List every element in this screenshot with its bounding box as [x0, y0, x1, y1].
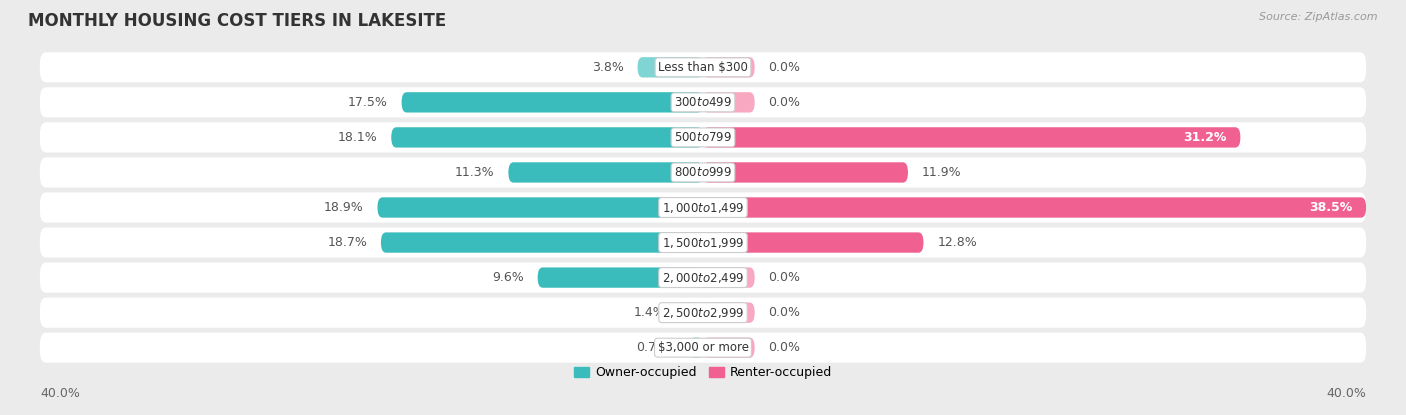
FancyBboxPatch shape — [703, 303, 755, 323]
Text: 0.0%: 0.0% — [769, 341, 800, 354]
FancyBboxPatch shape — [703, 92, 755, 112]
FancyBboxPatch shape — [402, 92, 703, 112]
Text: Source: ZipAtlas.com: Source: ZipAtlas.com — [1260, 12, 1378, 22]
Text: 31.2%: 31.2% — [1184, 131, 1226, 144]
Text: $2,000 to $2,499: $2,000 to $2,499 — [662, 271, 744, 285]
FancyBboxPatch shape — [39, 122, 1367, 152]
FancyBboxPatch shape — [703, 267, 755, 288]
Text: 40.0%: 40.0% — [1326, 387, 1367, 400]
FancyBboxPatch shape — [39, 227, 1367, 258]
Text: $500 to $799: $500 to $799 — [673, 131, 733, 144]
Text: 0.0%: 0.0% — [769, 61, 800, 74]
FancyBboxPatch shape — [39, 298, 1367, 328]
Text: 0.0%: 0.0% — [769, 306, 800, 319]
Text: 0.0%: 0.0% — [769, 271, 800, 284]
Text: 1.4%: 1.4% — [633, 306, 665, 319]
Text: 11.3%: 11.3% — [456, 166, 495, 179]
Text: 17.5%: 17.5% — [347, 96, 388, 109]
FancyBboxPatch shape — [377, 198, 703, 217]
FancyBboxPatch shape — [679, 303, 703, 323]
Text: 18.7%: 18.7% — [328, 236, 367, 249]
FancyBboxPatch shape — [381, 232, 703, 253]
Text: 18.9%: 18.9% — [323, 201, 364, 214]
FancyBboxPatch shape — [39, 263, 1367, 293]
FancyBboxPatch shape — [703, 337, 755, 358]
FancyBboxPatch shape — [39, 157, 1367, 188]
Text: 3.8%: 3.8% — [592, 61, 624, 74]
Text: $1,000 to $1,499: $1,000 to $1,499 — [662, 200, 744, 215]
Text: 0.0%: 0.0% — [769, 96, 800, 109]
Text: 38.5%: 38.5% — [1309, 201, 1353, 214]
FancyBboxPatch shape — [637, 57, 703, 78]
Text: $800 to $999: $800 to $999 — [673, 166, 733, 179]
FancyBboxPatch shape — [39, 193, 1367, 222]
FancyBboxPatch shape — [703, 127, 1240, 148]
Text: $2,500 to $2,999: $2,500 to $2,999 — [662, 305, 744, 320]
Text: 40.0%: 40.0% — [39, 387, 80, 400]
Text: 18.1%: 18.1% — [337, 131, 377, 144]
Text: MONTHLY HOUSING COST TIERS IN LAKESITE: MONTHLY HOUSING COST TIERS IN LAKESITE — [28, 12, 446, 30]
FancyBboxPatch shape — [39, 332, 1367, 363]
Text: $1,500 to $1,999: $1,500 to $1,999 — [662, 236, 744, 249]
FancyBboxPatch shape — [391, 127, 703, 148]
FancyBboxPatch shape — [537, 267, 703, 288]
FancyBboxPatch shape — [703, 198, 1367, 217]
FancyBboxPatch shape — [39, 87, 1367, 117]
FancyBboxPatch shape — [703, 232, 924, 253]
FancyBboxPatch shape — [509, 162, 703, 183]
Legend: Owner-occupied, Renter-occupied: Owner-occupied, Renter-occupied — [568, 361, 838, 384]
Text: 12.8%: 12.8% — [938, 236, 977, 249]
Text: $3,000 or more: $3,000 or more — [658, 341, 748, 354]
FancyBboxPatch shape — [703, 57, 755, 78]
Text: 9.6%: 9.6% — [492, 271, 524, 284]
Text: 0.79%: 0.79% — [636, 341, 676, 354]
Text: Less than $300: Less than $300 — [658, 61, 748, 74]
Text: 11.9%: 11.9% — [922, 166, 962, 179]
FancyBboxPatch shape — [39, 52, 1367, 83]
FancyBboxPatch shape — [703, 162, 908, 183]
FancyBboxPatch shape — [689, 337, 703, 358]
Text: $300 to $499: $300 to $499 — [673, 96, 733, 109]
